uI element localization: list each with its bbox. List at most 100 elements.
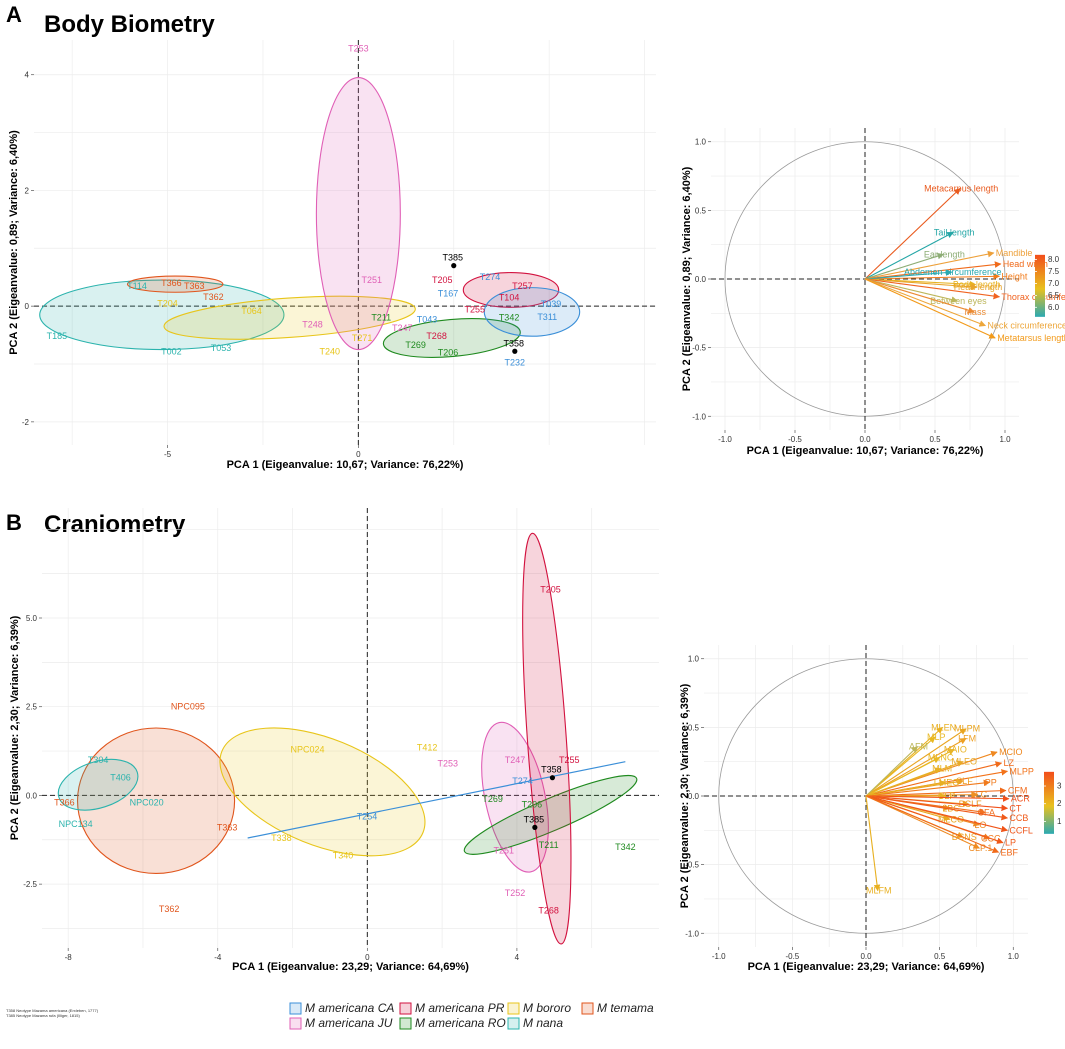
- A-loadings-vector-Height: [864, 273, 1001, 280]
- B-scores-y-tick-label: -2.5: [23, 880, 37, 889]
- B-loadings-vector-LFM: [865, 737, 967, 797]
- A-loadings-vector-label-Head length: Head length: [954, 282, 1003, 292]
- B-loadings-vector-label-LFM: LFM: [958, 733, 976, 743]
- A-scores-point-label-T043: T043: [417, 314, 438, 324]
- A-loadings-y-tick-label: -0.5: [692, 344, 706, 353]
- A-loadings-vector-label-Head width: Head width: [1003, 259, 1048, 269]
- B-loadings-vector-LZ: [865, 761, 1003, 797]
- A-loadings-vector-Neck circumference: [864, 278, 987, 327]
- A-scores-point-label-T204: T204: [157, 298, 178, 308]
- B-scores-ellipse-bororo: [219, 727, 426, 857]
- B-scores-point-label-T358: T358: [541, 765, 562, 775]
- legend: M americana CA M americana PR M bororo M te…: [289, 1001, 654, 1030]
- B-loadings-x-tick-label: 0.5: [934, 952, 946, 961]
- A-scores-point-label-T251: T251: [361, 275, 382, 285]
- B-scores-point-label-T206: T206: [522, 799, 543, 809]
- A-loadings-vector-Tail length: [864, 231, 954, 280]
- B-loadings-vector-CLP.1: [865, 795, 980, 849]
- A-loadings-vector-label-Mass: Mass: [964, 307, 986, 317]
- B-loadings-vector-ACR: [865, 795, 1010, 802]
- legend-label-nana: M nana: [523, 1016, 563, 1030]
- A-scores-point-label-T274: T274: [480, 272, 501, 282]
- A-scores-point-dot-T358: [512, 348, 518, 354]
- B-scores-point-label-T412: T412: [417, 743, 438, 753]
- B-loadings-vector-label-MLPP: MLPP: [1009, 766, 1034, 776]
- B-loadings-x-tick-label: 0.0: [860, 952, 872, 961]
- A-loadings-vector-label-Thorax circumference: Thorax circumference: [1001, 292, 1065, 302]
- A-loadings-vector-Between eyes: [864, 278, 959, 303]
- B-scores-point-label-T269: T269: [482, 794, 503, 804]
- B-loadings-vector-label-PP: PP: [985, 777, 997, 787]
- B-loadings-vector-CCB: [865, 795, 1009, 821]
- A-loadings-vector-label-Height: Height: [1001, 271, 1028, 281]
- A-scores-point-label-T257: T257: [512, 281, 533, 291]
- B-loadings-vector-LMEO: [865, 780, 947, 797]
- A-scores-ellipse-nana: [39, 279, 285, 351]
- A-scores-point-label-T232: T232: [505, 357, 526, 367]
- A-loadings-colorbar-tick-label: 6.5: [1048, 291, 1060, 300]
- B-scores-point-label-T253: T253: [437, 758, 458, 768]
- B-scores-point-dot-T385: [532, 824, 538, 830]
- B-loadings-colorbar-tick-label: 1: [1057, 817, 1062, 826]
- B-scores-point-label-T247: T247: [505, 755, 526, 765]
- B-loadings-vector-label-LP: LP: [1005, 838, 1016, 848]
- A-loadings-colorbar-tick-label: 6.0: [1048, 303, 1060, 312]
- A-scores-point-label-T206: T206: [438, 347, 459, 357]
- A-scores-point-dot-T385: [451, 263, 457, 269]
- B-scores-y-tick-label: 2.5: [26, 703, 38, 712]
- B-scores-y-tick-label: 0.0: [26, 791, 38, 800]
- B-loadings-vector-MLNC: [865, 757, 941, 797]
- B-loadings-vector-label-MCIO: MCIO: [999, 747, 1023, 757]
- legend-swatch-temama: [581, 1002, 594, 1015]
- B-scores-trend-line: [247, 761, 626, 839]
- B-scores-point-label-T254: T254: [357, 812, 378, 822]
- B-scores-point-label-NPC095: NPC095: [171, 702, 205, 712]
- B-scores-point-label-T366: T366: [54, 798, 75, 808]
- A-scores-point-label-T271: T271: [352, 333, 373, 343]
- legend-swatch-RO: [399, 1017, 412, 1030]
- A-scores-x-tick-label: 0: [356, 450, 361, 459]
- A-loadings-x-tick-label: -0.5: [788, 435, 802, 444]
- A-scores-point-label-T039: T039: [541, 299, 562, 309]
- B-scores-x-axis-title: PCA 1 (Eigeanvalue: 23,29; Variance: 64,…: [232, 961, 469, 973]
- B-loadings-x-axis-title: PCA 1 (Eigeanvalue: 23,29; Variance: 64,…: [748, 961, 985, 973]
- A-scores-ellipse-RO: [382, 318, 521, 358]
- A-loadings-colorbar: [1035, 254, 1045, 317]
- B-scores-point-label-NPC024: NPC024: [290, 744, 324, 754]
- A-loadings-vector-label-Ear length: Ear length: [924, 249, 965, 259]
- B-scores-point-label-T340: T340: [333, 851, 354, 861]
- footnote-line-1: T358 Neotype Mazama americana (Erxleben,…: [6, 1008, 99, 1013]
- B-loadings-vector-EBF: [865, 795, 1000, 853]
- A-loadings-y-axis-title: PCA 2 (Eigeanvalue: 0,89; Variance: 6,40…: [681, 166, 693, 391]
- B-loadings-vector-CFM: [865, 787, 1007, 797]
- A-scores-ellipse-temama: [126, 275, 224, 293]
- A-loadings-vector-Head width: [864, 261, 1002, 280]
- B-loadings-vector-label-CFA: CFA: [978, 807, 996, 817]
- A-loadings-colorbar-tick-label: 7.5: [1048, 267, 1060, 276]
- panel-b-loadings-plot: -1.0 -0.5 0.0 0.5 1.0 -1.0 -0.5 0.0 0.5 1.0 PCA 1 …: [679, 645, 1062, 973]
- B-loadings-vector-label-EBF: EBF: [1001, 847, 1019, 857]
- legend-swatch-nana: [507, 1017, 520, 1030]
- A-loadings-y-tick-label: -1.0: [692, 412, 706, 421]
- panel-b-scores-plot: -8 -4 0 4 -2.5 0.0 2.5 5.0 PCA 1 (Eigeanvalue: 2…: [9, 508, 659, 973]
- A-scores-x-tick-label: -5: [164, 450, 172, 459]
- B-scores-point-label-T252: T252: [505, 888, 526, 898]
- B-loadings-colorbar-tick-label: 3: [1057, 782, 1062, 791]
- B-loadings-x-tick-label: 1.0: [1008, 952, 1020, 961]
- B-loadings-vector-label-MLNC: MLNC: [928, 753, 954, 763]
- A-loadings-vector-label-Abdomen circumference: Abdomen circumference: [904, 267, 1002, 277]
- B-loadings-vector-MLFM: [865, 795, 881, 892]
- A-scores-y-tick-label: 4: [25, 71, 30, 80]
- B-loadings-vector-label-BCLF: BCLF: [959, 799, 983, 809]
- legend-swatch-bororo: [507, 1002, 520, 1015]
- B-loadings-y-tick-label: -1.0: [685, 929, 699, 938]
- B-scores-ellipse-JU: [481, 721, 549, 873]
- A-scores-point-label-T211: T211: [371, 313, 391, 323]
- B-loadings-vector-AFM: [865, 746, 919, 797]
- B-loadings-vector-MLM: [865, 767, 942, 797]
- B-loadings-vector-label-MLCO: MLCO: [938, 814, 964, 824]
- A-loadings-vector-Thorax circumference: [864, 278, 1001, 300]
- B-loadings-vector-label-MLM: MLM: [932, 764, 952, 774]
- B-loadings-vector-LP: [865, 795, 1004, 844]
